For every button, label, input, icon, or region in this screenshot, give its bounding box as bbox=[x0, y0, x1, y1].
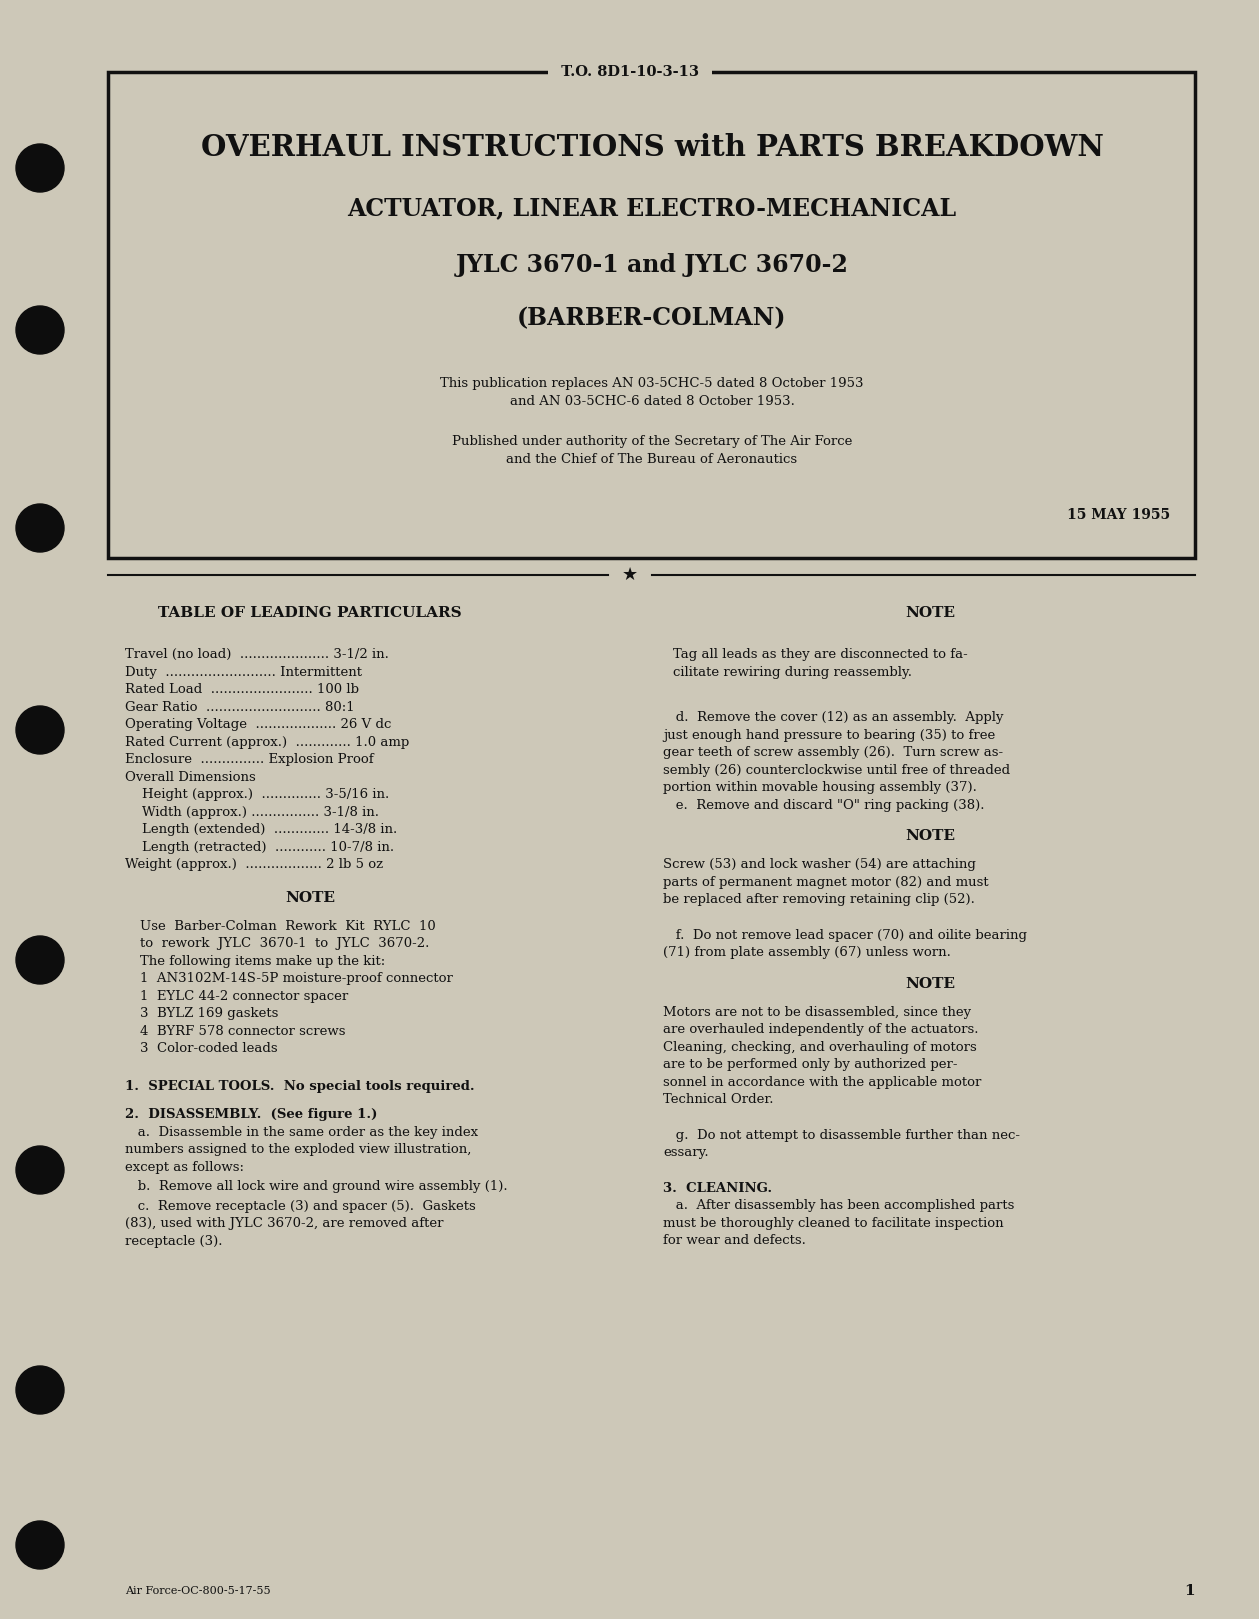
Text: a.  Disassemble in the same order as the key index: a. Disassemble in the same order as the … bbox=[125, 1125, 478, 1138]
Text: Overall Dimensions: Overall Dimensions bbox=[125, 771, 256, 784]
Text: Duty  .......................... Intermittent: Duty .......................... Intermit… bbox=[125, 665, 363, 678]
Text: e.  Remove and discard "O" ring packing (38).: e. Remove and discard "O" ring packing (… bbox=[663, 798, 985, 811]
Text: ★: ★ bbox=[622, 567, 638, 584]
Text: 4  BYRF 578 connector screws: 4 BYRF 578 connector screws bbox=[140, 1025, 345, 1038]
Text: NOTE: NOTE bbox=[905, 606, 956, 620]
Text: 1  EYLC 44-2 connector spacer: 1 EYLC 44-2 connector spacer bbox=[140, 989, 349, 1002]
Text: Air Force-OC-800-5-17-55: Air Force-OC-800-5-17-55 bbox=[125, 1587, 271, 1596]
Text: are to be performed only by authorized per-: are to be performed only by authorized p… bbox=[663, 1057, 958, 1072]
Text: d.  Remove the cover (12) as an assembly.  Apply: d. Remove the cover (12) as an assembly.… bbox=[663, 711, 1003, 724]
Text: 2.  DISASSEMBLY.  (See figure 1.): 2. DISASSEMBLY. (See figure 1.) bbox=[125, 1107, 378, 1120]
Circle shape bbox=[16, 936, 64, 984]
Text: The following items make up the kit:: The following items make up the kit: bbox=[140, 955, 385, 968]
Text: gear teeth of screw assembly (26).  Turn screw as-: gear teeth of screw assembly (26). Turn … bbox=[663, 746, 1003, 759]
Text: Length (extended)  ............. 14-3/8 in.: Length (extended) ............. 14-3/8 i… bbox=[125, 822, 398, 835]
Text: T.O. 8D1-10-3-13: T.O. 8D1-10-3-13 bbox=[551, 65, 709, 79]
Text: Screw (53) and lock washer (54) are attaching: Screw (53) and lock washer (54) are atta… bbox=[663, 858, 976, 871]
Text: Gear Ratio  ........................... 80:1: Gear Ratio ........................... 8… bbox=[125, 701, 355, 714]
Text: NOTE: NOTE bbox=[905, 829, 956, 843]
Text: Technical Order.: Technical Order. bbox=[663, 1093, 773, 1106]
Text: to  rework  JYLC  3670-1  to  JYLC  3670-2.: to rework JYLC 3670-1 to JYLC 3670-2. bbox=[140, 937, 429, 950]
Text: essary.: essary. bbox=[663, 1146, 709, 1159]
Text: Length (retracted)  ............ 10-7/8 in.: Length (retracted) ............ 10-7/8 i… bbox=[125, 840, 394, 853]
Text: f.  Do not remove lead spacer (70) and oilite bearing: f. Do not remove lead spacer (70) and oi… bbox=[663, 929, 1027, 942]
Text: TABLE OF LEADING PARTICULARS: TABLE OF LEADING PARTICULARS bbox=[159, 606, 462, 620]
Text: Weight (approx.)  .................. 2 lb 5 oz: Weight (approx.) .................. 2 lb… bbox=[125, 858, 383, 871]
Bar bbox=[108, 71, 1195, 559]
Circle shape bbox=[16, 306, 64, 355]
Circle shape bbox=[16, 1146, 64, 1193]
Text: 1.  SPECIAL TOOLS.  No special tools required.: 1. SPECIAL TOOLS. No special tools requi… bbox=[125, 1080, 475, 1093]
Text: must be thoroughly cleaned to facilitate inspection: must be thoroughly cleaned to facilitate… bbox=[663, 1216, 1003, 1229]
Text: except as follows:: except as follows: bbox=[125, 1161, 244, 1174]
Text: Height (approx.)  .............. 3-5/16 in.: Height (approx.) .............. 3-5/16 i… bbox=[125, 788, 389, 801]
Text: OVERHAUL INSTRUCTIONS with PARTS BREAKDOWN: OVERHAUL INSTRUCTIONS with PARTS BREAKDO… bbox=[200, 133, 1103, 162]
Text: NOTE: NOTE bbox=[285, 890, 335, 905]
Text: for wear and defects.: for wear and defects. bbox=[663, 1234, 806, 1247]
Text: NOTE: NOTE bbox=[905, 976, 956, 991]
Text: be replaced after removing retaining clip (52).: be replaced after removing retaining cli… bbox=[663, 894, 974, 907]
Text: 1: 1 bbox=[1185, 1583, 1195, 1598]
Text: b.  Remove all lock wire and ground wire assembly (1).: b. Remove all lock wire and ground wire … bbox=[125, 1180, 507, 1193]
Text: Rated Current (approx.)  ............. 1.0 amp: Rated Current (approx.) ............. 1.… bbox=[125, 735, 409, 748]
Text: This publication replaces AN 03-5CHC-5 dated 8 October 1953: This publication replaces AN 03-5CHC-5 d… bbox=[441, 377, 864, 390]
Text: 3  Color-coded leads: 3 Color-coded leads bbox=[140, 1043, 278, 1056]
Text: 1  AN3102M-14S-5P moisture-proof connector: 1 AN3102M-14S-5P moisture-proof connecto… bbox=[140, 971, 453, 984]
Text: cilitate rewiring during reassembly.: cilitate rewiring during reassembly. bbox=[674, 665, 912, 678]
Text: 3  BYLZ 169 gaskets: 3 BYLZ 169 gaskets bbox=[140, 1007, 278, 1020]
Circle shape bbox=[16, 144, 64, 193]
Text: (83), used with JYLC 3670-2, are removed after: (83), used with JYLC 3670-2, are removed… bbox=[125, 1217, 443, 1230]
Text: Use  Barber-Colman  Rework  Kit  RYLC  10: Use Barber-Colman Rework Kit RYLC 10 bbox=[140, 920, 436, 933]
Text: Tag all leads as they are disconnected to fa-: Tag all leads as they are disconnected t… bbox=[674, 648, 968, 661]
Text: portion within movable housing assembly (37).: portion within movable housing assembly … bbox=[663, 780, 977, 793]
Text: receptacle (3).: receptacle (3). bbox=[125, 1235, 223, 1248]
Text: g.  Do not attempt to disassemble further than nec-: g. Do not attempt to disassemble further… bbox=[663, 1128, 1020, 1141]
Text: Rated Load  ........................ 100 lb: Rated Load ........................ 100 … bbox=[125, 683, 359, 696]
Text: Published under authority of the Secretary of The Air Force: Published under authority of the Secreta… bbox=[452, 434, 852, 447]
Text: 3.  CLEANING.: 3. CLEANING. bbox=[663, 1182, 772, 1195]
Text: Motors are not to be disassembled, since they: Motors are not to be disassembled, since… bbox=[663, 1005, 971, 1018]
Text: sembly (26) counterclockwise until free of threaded: sembly (26) counterclockwise until free … bbox=[663, 764, 1010, 777]
Text: just enough hand pressure to bearing (35) to free: just enough hand pressure to bearing (35… bbox=[663, 729, 996, 742]
Text: Cleaning, checking, and overhauling of motors: Cleaning, checking, and overhauling of m… bbox=[663, 1041, 977, 1054]
Text: Operating Voltage  ................... 26 V dc: Operating Voltage ................... 26… bbox=[125, 717, 392, 732]
Text: JYLC 3670-1 and JYLC 3670-2: JYLC 3670-1 and JYLC 3670-2 bbox=[456, 253, 849, 277]
Circle shape bbox=[16, 504, 64, 552]
Text: Travel (no load)  ..................... 3-1/2 in.: Travel (no load) ..................... 3… bbox=[125, 648, 389, 661]
Text: Width (approx.) ................ 3-1/8 in.: Width (approx.) ................ 3-1/8 i… bbox=[125, 806, 379, 819]
Text: (71) from plate assembly (67) unless worn.: (71) from plate assembly (67) unless wor… bbox=[663, 945, 951, 958]
Circle shape bbox=[16, 1366, 64, 1413]
Circle shape bbox=[16, 706, 64, 754]
Circle shape bbox=[16, 1520, 64, 1569]
Text: are overhauled independently of the actuators.: are overhauled independently of the actu… bbox=[663, 1023, 978, 1036]
Text: ACTUATOR, LINEAR ELECTRO-MECHANICAL: ACTUATOR, LINEAR ELECTRO-MECHANICAL bbox=[347, 196, 957, 220]
Text: numbers assigned to the exploded view illustration,: numbers assigned to the exploded view il… bbox=[125, 1143, 471, 1156]
Text: (BARBER-COLMAN): (BARBER-COLMAN) bbox=[517, 306, 787, 330]
Text: parts of permanent magnet motor (82) and must: parts of permanent magnet motor (82) and… bbox=[663, 876, 988, 889]
Text: and the Chief of The Bureau of Aeronautics: and the Chief of The Bureau of Aeronauti… bbox=[506, 452, 797, 466]
Text: c.  Remove receptacle (3) and spacer (5).  Gaskets: c. Remove receptacle (3) and spacer (5).… bbox=[125, 1200, 476, 1213]
Text: a.  After disassembly has been accomplished parts: a. After disassembly has been accomplish… bbox=[663, 1200, 1015, 1213]
Text: 15 MAY 1955: 15 MAY 1955 bbox=[1066, 508, 1170, 521]
Text: and AN 03-5CHC-6 dated 8 October 1953.: and AN 03-5CHC-6 dated 8 October 1953. bbox=[510, 395, 794, 408]
Text: Enclosure  ............... Explosion Proof: Enclosure ............... Explosion Proo… bbox=[125, 753, 374, 766]
Text: sonnel in accordance with the applicable motor: sonnel in accordance with the applicable… bbox=[663, 1075, 981, 1088]
